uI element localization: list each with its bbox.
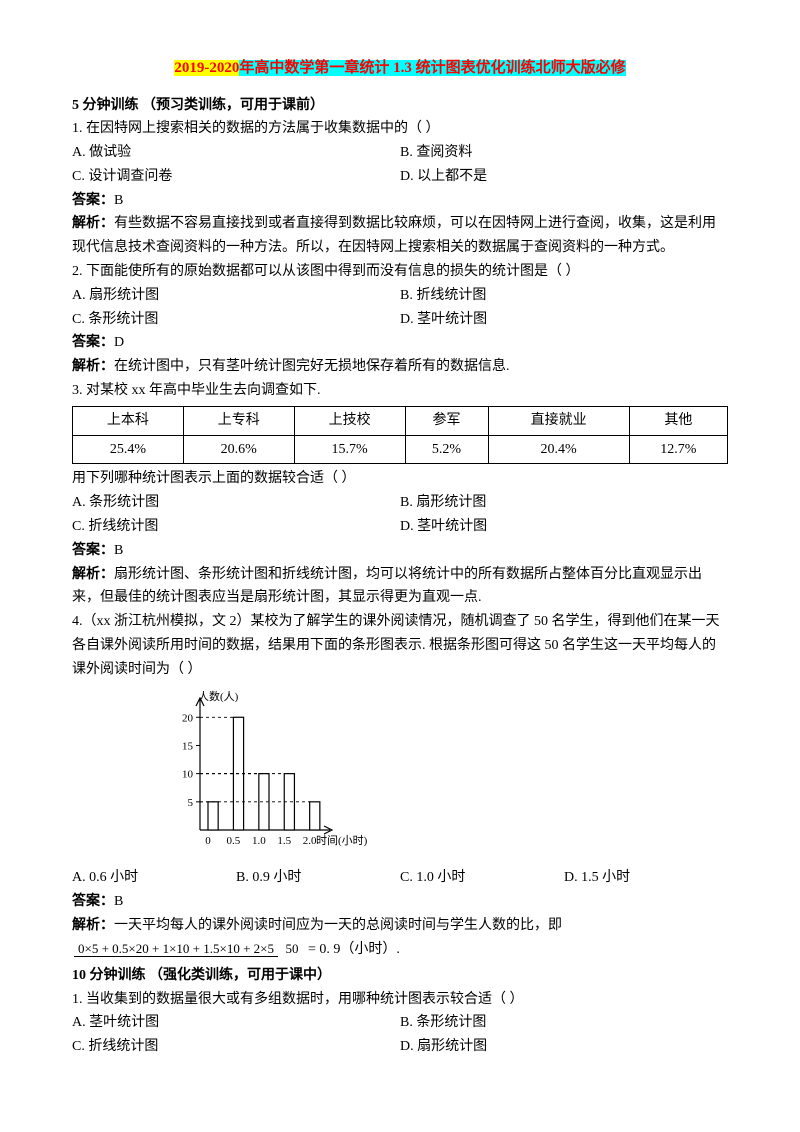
- answer-label: 答案：: [72, 894, 114, 909]
- q4-text: 4.（xx 浙江杭州模拟，文 2）某校为了解学生的课外阅读情况，随机调查了 50…: [72, 610, 728, 681]
- section-5min-head: 5 分钟训练 （预习类训练，可用于课前）: [72, 94, 728, 118]
- expl-label: 解析：: [72, 918, 114, 933]
- svg-text:10: 10: [182, 768, 194, 780]
- q4-formula-line: 0×5 + 0.5×20 + 1×10 + 1.5×10 + 2×5 50 = …: [72, 938, 728, 962]
- q3-answer: 答案：B: [72, 539, 728, 563]
- s10-q1-opt-d: D. 扇形统计图: [400, 1035, 728, 1059]
- title-year: 2019-2020: [174, 60, 239, 76]
- q1-options-row2: C. 设计调查问卷 D. 以上都不是: [72, 165, 728, 189]
- table-cell: 上技校: [294, 406, 405, 435]
- svg-text:15: 15: [182, 740, 194, 752]
- q3-opt-b: B. 扇形统计图: [400, 491, 728, 515]
- table-cell: 上专科: [183, 406, 294, 435]
- table-cell: 直接就业: [488, 406, 629, 435]
- table-cell: 12.7%: [629, 435, 727, 464]
- svg-text:2.0: 2.0: [303, 835, 317, 847]
- table-cell: 参军: [405, 406, 488, 435]
- svg-text:人数(人): 人数(人): [198, 690, 239, 703]
- q2-opt-b: B. 折线统计图: [400, 284, 728, 308]
- svg-text:0: 0: [205, 835, 211, 847]
- q4-opt-b: B. 0.9 小时: [236, 866, 400, 890]
- svg-text:1.5: 1.5: [277, 835, 291, 847]
- expl-label: 解析：: [72, 216, 114, 231]
- q1-opt-c: C. 设计调查问卷: [72, 165, 400, 189]
- answer-value: B: [114, 543, 123, 558]
- q3-options-row1: A. 条形统计图 B. 扇形统计图: [72, 491, 728, 515]
- q2-answer: 答案：D: [72, 331, 728, 355]
- q3-post: 用下列哪种统计图表示上面的数据较合适（ ）: [72, 467, 728, 491]
- expl-text: 扇形统计图、条形统计图和折线统计图，均可以将统计中的所有数据所占整体百分比直观显…: [72, 567, 702, 606]
- table-cell: 其他: [629, 406, 727, 435]
- s10-q1-opt-a: A. 茎叶统计图: [72, 1011, 400, 1035]
- fraction-den: 50: [281, 941, 302, 956]
- q1-opt-a: A. 做试验: [72, 141, 400, 165]
- answer-value: B: [114, 193, 123, 208]
- expl-label: 解析：: [72, 359, 114, 374]
- answer-label: 答案：: [72, 335, 114, 350]
- q4-opt-c: C. 1.0 小时: [400, 866, 564, 890]
- q1-answer: 答案：B: [72, 189, 728, 213]
- table-cell: 20.6%: [183, 435, 294, 464]
- q2-options-row1: A. 扇形统计图 B. 折线统计图: [72, 284, 728, 308]
- q3-table: 上本科 上专科 上技校 参军 直接就业 其他 25.4% 20.6% 15.7%…: [72, 406, 728, 465]
- q4-answer: 答案：B: [72, 890, 728, 914]
- s10-q1-options-row2: C. 折线统计图 D. 扇形统计图: [72, 1035, 728, 1059]
- answer-label: 答案：: [72, 193, 114, 208]
- q4-options: A. 0.6 小时 B. 0.9 小时 C. 1.0 小时 D. 1.5 小时: [72, 866, 728, 890]
- q4-bar-chart: 5 10 15 20 0 0.5 1.0 1.5 2.0 人数(人) 时间(小时): [158, 688, 728, 865]
- expl-text: 在统计图中，只有茎叶统计图完好无损地保存着所有的数据信息.: [114, 359, 510, 374]
- page-title: 2019-2020年高中数学第一章统计 1.3 统计图表优化训练北师大版必修: [72, 56, 728, 82]
- svg-text:0.5: 0.5: [227, 835, 241, 847]
- bar-chart-svg: 5 10 15 20 0 0.5 1.0 1.5 2.0 人数(人) 时间(小时): [158, 688, 388, 856]
- q3-opt-c: C. 折线统计图: [72, 515, 400, 539]
- table-row: 上本科 上专科 上技校 参军 直接就业 其他: [73, 406, 728, 435]
- q1-opt-b: B. 查阅资料: [400, 141, 728, 165]
- q3-explanation: 解析：扇形统计图、条形统计图和折线统计图，均可以将统计中的所有数据所占整体百分比…: [72, 563, 728, 611]
- svg-text:时间(小时): 时间(小时): [316, 834, 368, 847]
- answer-value: D: [114, 335, 124, 350]
- q3-opt-d: D. 茎叶统计图: [400, 515, 728, 539]
- q3-options-row2: C. 折线统计图 D. 茎叶统计图: [72, 515, 728, 539]
- q3-opt-a: A. 条形统计图: [72, 491, 400, 515]
- expl-text: 有些数据不容易直接找到或者直接得到数据比较麻烦，可以在因特网上进行查阅，收集，这…: [72, 216, 716, 255]
- answer-value: B: [114, 894, 123, 909]
- q2-opt-c: C. 条形统计图: [72, 308, 400, 332]
- s10-q1-options-row1: A. 茎叶统计图 B. 条形统计图: [72, 1011, 728, 1035]
- q1-explanation: 解析：有些数据不容易直接找到或者直接得到数据比较麻烦，可以在因特网上进行查阅，收…: [72, 212, 728, 260]
- q2-opt-d: D. 茎叶统计图: [400, 308, 728, 332]
- fraction-num: 0×5 + 0.5×20 + 1×10 + 1.5×10 + 2×5: [74, 941, 278, 957]
- q3-text: 3. 对某校 xx 年高中毕业生去向调查如下.: [72, 379, 728, 403]
- q2-opt-a: A. 扇形统计图: [72, 284, 400, 308]
- q1-options-row1: A. 做试验 B. 查阅资料: [72, 141, 728, 165]
- answer-label: 答案：: [72, 543, 114, 558]
- q4-opt-d: D. 1.5 小时: [564, 866, 728, 890]
- s10-q1-text: 1. 当收集到的数据量很大或有多组数据时，用哪种统计图表示较合适（ ）: [72, 988, 728, 1012]
- table-cell: 15.7%: [294, 435, 405, 464]
- expl-pre: 一天平均每人的课外阅读时间应为一天的总阅读时间与学生人数的比，即: [114, 918, 562, 933]
- q2-explanation: 解析：在统计图中，只有茎叶统计图完好无损地保存着所有的数据信息.: [72, 355, 728, 379]
- section-10min-head: 10 分钟训练 （强化类训练，可用于课中）: [72, 964, 728, 988]
- q1-opt-d: D. 以上都不是: [400, 165, 728, 189]
- q2-options-row2: C. 条形统计图 D. 茎叶统计图: [72, 308, 728, 332]
- q4-opt-a: A. 0.6 小时: [72, 866, 236, 890]
- table-row: 25.4% 20.6% 15.7% 5.2% 20.4% 12.7%: [73, 435, 728, 464]
- table-cell: 5.2%: [405, 435, 488, 464]
- svg-text:20: 20: [182, 712, 194, 724]
- q1-text: 1. 在因特网上搜索相关的数据的方法属于收集数据中的（ ）: [72, 117, 728, 141]
- svg-text:5: 5: [188, 796, 194, 808]
- table-cell: 上本科: [73, 406, 184, 435]
- q4-explanation: 解析：一天平均每人的课外阅读时间应为一天的总阅读时间与学生人数的比，即: [72, 914, 728, 938]
- s10-q1-opt-b: B. 条形统计图: [400, 1011, 728, 1035]
- expl-post: = 0. 9（小时）.: [304, 942, 399, 957]
- fraction: 0×5 + 0.5×20 + 1×10 + 1.5×10 + 2×5 50: [74, 938, 302, 962]
- svg-text:1.0: 1.0: [252, 835, 266, 847]
- q2-text: 2. 下面能使所有的原始数据都可以从该图中得到而没有信息的损失的统计图是（ ）: [72, 260, 728, 284]
- s10-q1-opt-c: C. 折线统计图: [72, 1035, 400, 1059]
- table-cell: 20.4%: [488, 435, 629, 464]
- expl-label: 解析：: [72, 567, 114, 582]
- table-cell: 25.4%: [73, 435, 184, 464]
- title-rest: 年高中数学第一章统计 1.3 统计图表优化训练北师大版必修: [239, 60, 625, 76]
